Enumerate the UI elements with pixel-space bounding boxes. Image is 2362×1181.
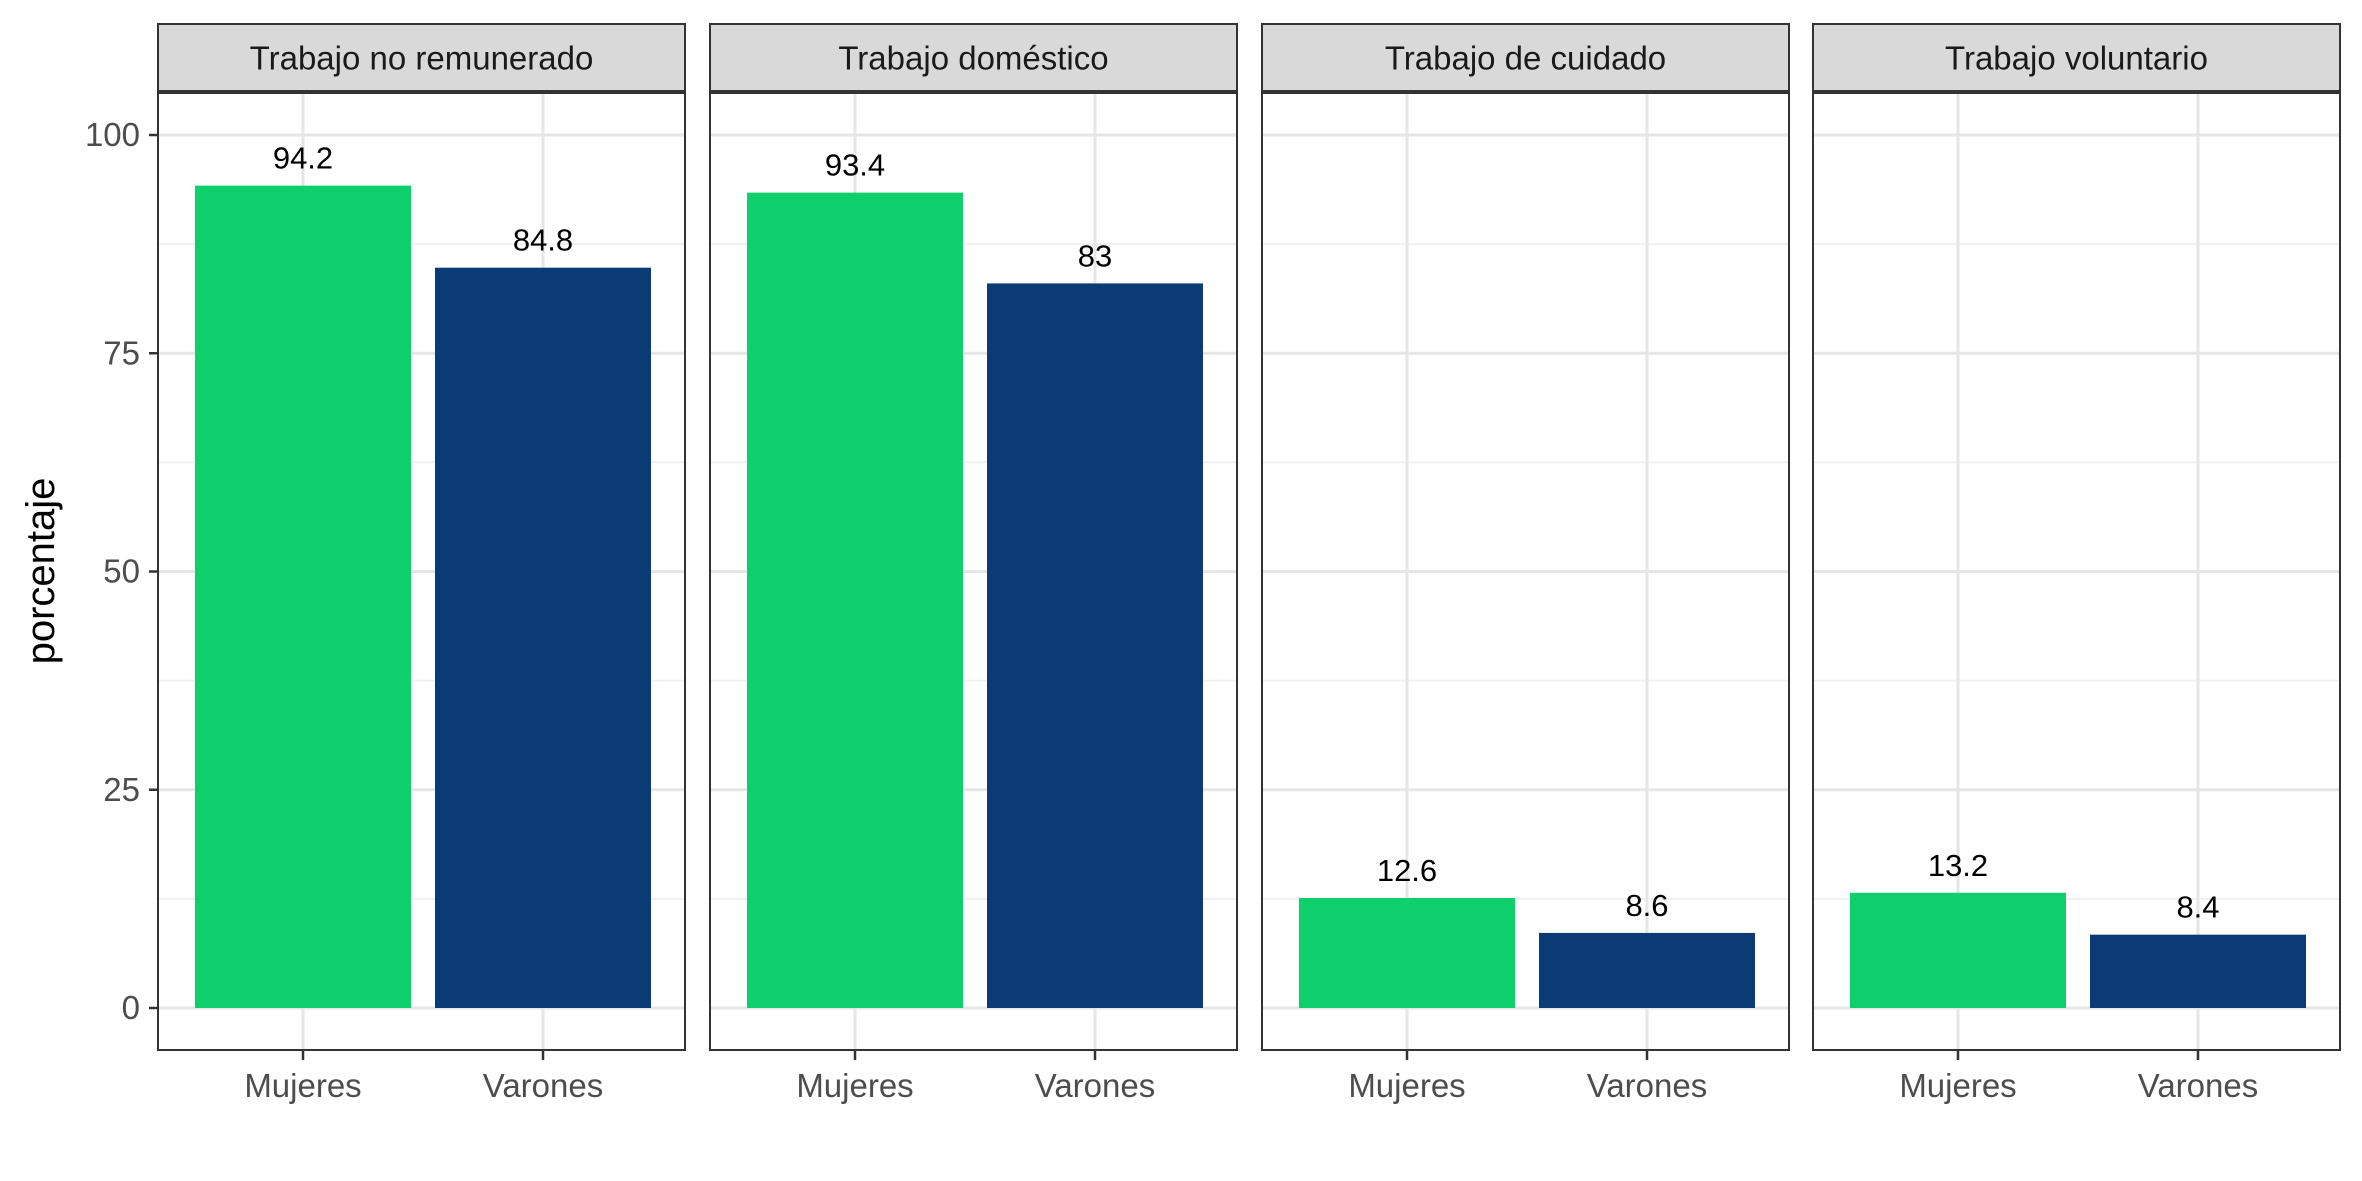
x-tick-label: Varones (2138, 1067, 2258, 1104)
x-tick-label: Mujeres (1899, 1067, 2016, 1104)
bar-varones (1539, 932, 1755, 1008)
facet-panel: 13.2 8.4 Trabajo voluntario Mujeres Varones (1812, 23, 2341, 1104)
data-label: 13.2 (1928, 848, 1988, 883)
bar-mujeres (1299, 898, 1515, 1008)
facet-strip (157, 23, 686, 92)
x-tick-label: Varones (1035, 1067, 1155, 1104)
x-tick-label: Mujeres (796, 1067, 913, 1104)
facet-title: Trabajo de cuidado (1385, 40, 1666, 77)
y-tick-label: 75 (103, 334, 140, 371)
y-tick-label: 25 (103, 771, 140, 808)
y-tick-label: 0 (122, 989, 140, 1026)
y-tick-label: 50 (103, 553, 140, 590)
x-tick-label: Varones (483, 1067, 603, 1104)
bar-varones (2090, 934, 2306, 1008)
facet-panel: 12.6 8.6 Trabajo de cuidado Mujeres Varones (1261, 23, 1790, 1104)
facet-panel: 94.2 84.8 Trabajo no remunerado Mujeres Varo… (157, 23, 686, 1104)
panel-border (157, 92, 686, 1051)
data-label: 93.4 (825, 148, 885, 183)
panel-border (1261, 92, 1790, 1051)
y-axis-label: porcentaje (19, 478, 63, 665)
x-tick-label: Varones (1587, 1067, 1707, 1104)
panel-border (709, 92, 1238, 1051)
data-label: 12.6 (1377, 853, 1437, 888)
facet-strip (709, 23, 1238, 92)
bar-mujeres (195, 185, 411, 1008)
facet-panel: 93.4 83 Trabajo doméstico Mujeres Varones (709, 23, 1238, 1104)
data-label: 8.4 (2176, 890, 2219, 925)
facet-title: Trabajo voluntario (1945, 40, 2208, 77)
bar-varones (435, 267, 651, 1008)
facet-title: Trabajo no remunerado (250, 40, 594, 77)
facet-title: Trabajo doméstico (838, 40, 1108, 77)
y-tick-label: 100 (85, 116, 140, 153)
data-label: 84.8 (513, 223, 573, 258)
panel-border (1812, 92, 2341, 1051)
bar-mujeres (1850, 892, 2066, 1008)
x-tick-label: Mujeres (1348, 1067, 1465, 1104)
data-label: 8.6 (1625, 888, 1668, 923)
bar-varones (987, 283, 1203, 1008)
facet-panels: 0 25 50 75 100 94.2 84.8 Trabajo no remunerado M… (85, 23, 2341, 1104)
data-label: 94.2 (273, 141, 333, 176)
facet-strip (1261, 23, 1790, 92)
data-label: 83 (1078, 238, 1112, 273)
x-tick-label: Mujeres (244, 1067, 361, 1104)
facet-strip (1812, 23, 2341, 92)
bar-mujeres (747, 192, 963, 1009)
